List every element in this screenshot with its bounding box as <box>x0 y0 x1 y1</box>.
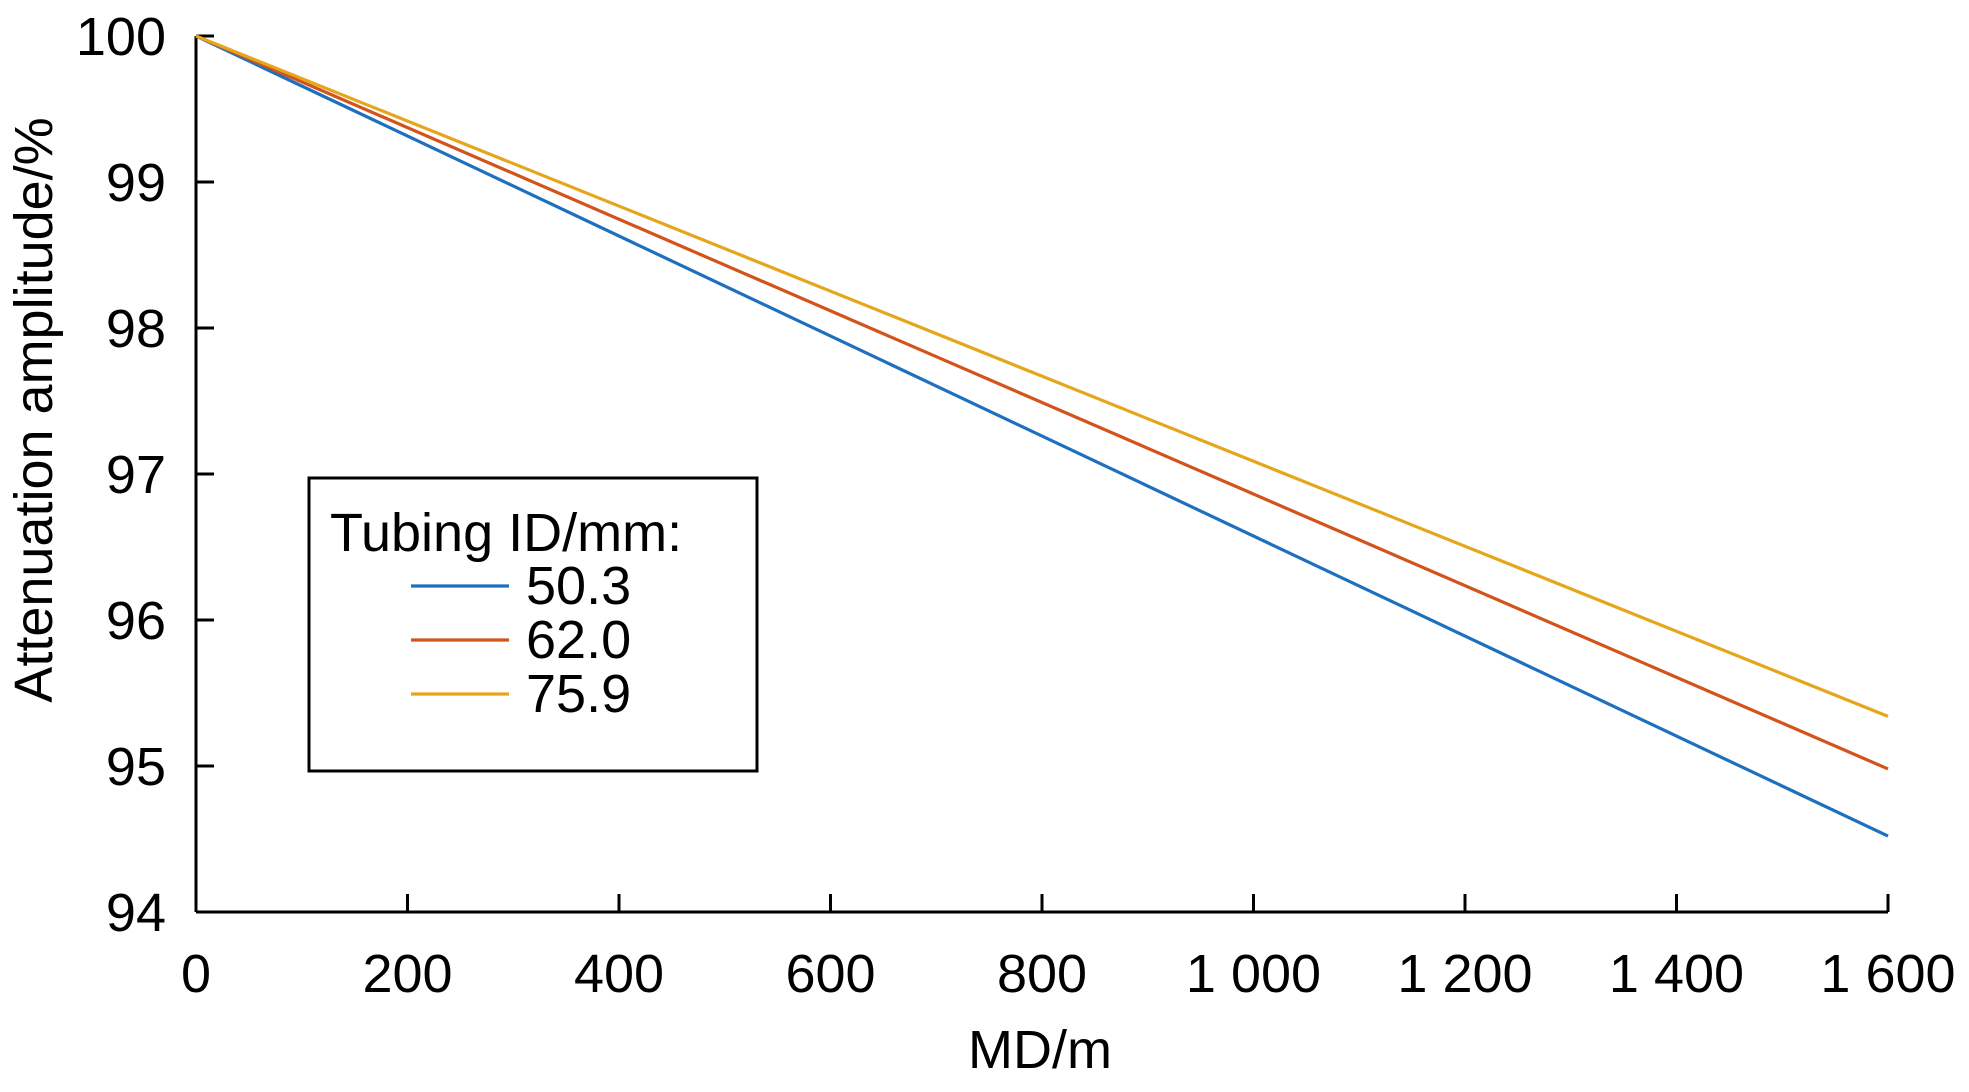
y-axis-title-group: Attenuation amplitude/% <box>4 117 64 702</box>
y-tick-label: 100 <box>76 7 166 67</box>
y-tick-label: 96 <box>106 591 166 651</box>
y-axis-title: Attenuation amplitude/% <box>4 117 64 702</box>
x-tick-label: 1 200 <box>1397 944 1532 1004</box>
x-tick-label: 800 <box>997 944 1087 1004</box>
series-line-75-9 <box>195 34 1889 718</box>
y-tick-label: 99 <box>106 153 166 213</box>
y-tick-label: 98 <box>106 299 166 359</box>
y-tick-label: 97 <box>106 445 166 505</box>
legend-title: Tubing ID/mm: <box>330 503 682 563</box>
plot-area: 0 200 400 600 800 1 000 1 200 1 400 1 600 94 95 96 9… <box>76 7 1956 1004</box>
series-line-62-0 <box>195 34 1889 771</box>
x-tick-label: 0 <box>181 944 211 1004</box>
x-tick-label: 600 <box>785 944 875 1004</box>
series-line-50-3 <box>195 34 1889 838</box>
x-tick-label: 1 400 <box>1609 944 1744 1004</box>
y-tick-label: 94 <box>106 883 166 943</box>
x-axis-title: MD/m <box>968 1020 1112 1080</box>
x-tick-label: 400 <box>574 944 664 1004</box>
x-tick-label: 200 <box>362 944 452 1004</box>
x-tick-label: 1 000 <box>1186 944 1321 1004</box>
legend-label: 50.3 <box>526 556 631 616</box>
x-tick-label: 1 600 <box>1820 944 1955 1004</box>
legend-label: 75.9 <box>526 664 631 724</box>
legend-label: 62.0 <box>526 610 631 670</box>
y-tick-label: 95 <box>106 737 166 797</box>
legend-box <box>307 476 759 773</box>
